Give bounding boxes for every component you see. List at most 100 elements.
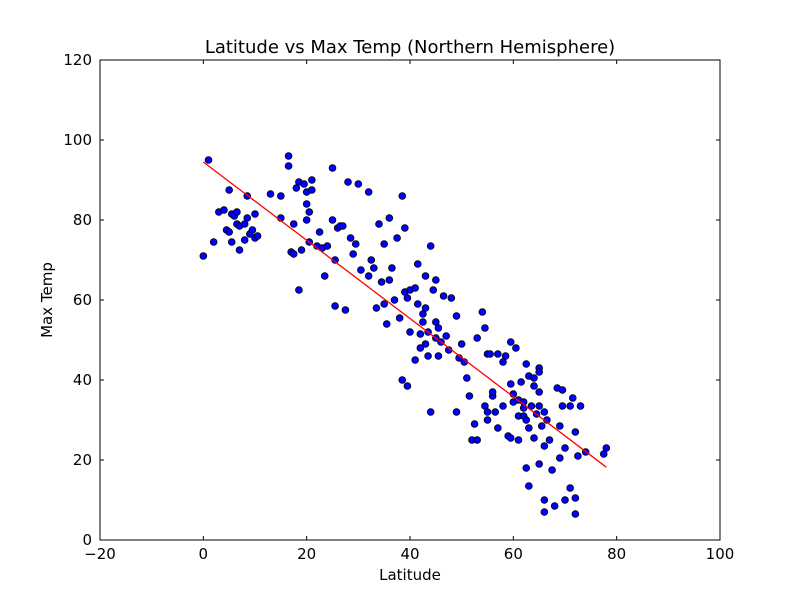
data-point xyxy=(398,192,407,200)
data-point xyxy=(494,350,502,358)
data-point xyxy=(253,232,262,240)
data-point xyxy=(395,314,404,322)
data-point xyxy=(522,360,531,368)
data-point xyxy=(429,286,438,294)
data-point xyxy=(506,380,515,388)
data-point xyxy=(556,454,564,462)
y-tick-label: 20 xyxy=(73,451,92,469)
data-point xyxy=(344,178,352,186)
x-tick-label: 0 xyxy=(199,545,209,563)
y-tick-label: 60 xyxy=(73,291,92,309)
data-point xyxy=(243,214,252,222)
data-point xyxy=(199,252,208,260)
data-point xyxy=(470,420,479,428)
data-point xyxy=(277,192,285,200)
data-point xyxy=(421,272,430,280)
data-point xyxy=(413,300,422,308)
data-point xyxy=(367,256,376,264)
x-tick-label: −20 xyxy=(84,545,116,563)
data-point xyxy=(517,378,525,386)
data-point xyxy=(457,340,466,348)
data-point xyxy=(403,294,412,302)
regression-line xyxy=(202,161,607,468)
x-tick-label: 20 xyxy=(297,545,316,563)
data-point xyxy=(434,352,443,360)
data-point xyxy=(550,502,559,510)
data-point xyxy=(419,318,427,326)
x-tick-label: 80 xyxy=(607,545,626,563)
data-point xyxy=(447,294,456,302)
data-point xyxy=(540,408,549,416)
data-point xyxy=(320,272,329,280)
data-point xyxy=(209,238,218,246)
data-point xyxy=(525,482,533,490)
data-point xyxy=(308,186,316,194)
data-point xyxy=(235,246,244,254)
data-point xyxy=(602,444,611,452)
data-point xyxy=(514,436,523,444)
data-point xyxy=(424,352,432,360)
data-point xyxy=(297,246,306,254)
data-point xyxy=(473,334,481,342)
x-tick-label: 40 xyxy=(400,545,419,563)
data-point xyxy=(349,250,357,258)
data-point xyxy=(494,424,502,432)
data-point xyxy=(204,156,213,164)
data-point xyxy=(284,152,293,160)
x-tick-label: 60 xyxy=(504,545,523,563)
data-point xyxy=(357,266,365,274)
data-point xyxy=(483,416,492,424)
data-point xyxy=(380,240,388,248)
data-point xyxy=(556,422,564,430)
data-point xyxy=(530,382,538,390)
data-point xyxy=(248,226,257,234)
data-point xyxy=(341,306,350,314)
data-point xyxy=(478,308,487,316)
data-point xyxy=(463,374,471,382)
data-point xyxy=(535,460,543,468)
data-point xyxy=(302,200,311,208)
data-point xyxy=(331,302,339,310)
data-point xyxy=(548,466,556,474)
data-point xyxy=(266,190,275,198)
data-point xyxy=(545,436,554,444)
data-point xyxy=(426,408,435,416)
data-point xyxy=(535,368,543,376)
data-point xyxy=(530,374,538,382)
data-point xyxy=(442,332,450,340)
data-point xyxy=(364,188,373,196)
y-tick-label: 0 xyxy=(82,531,92,549)
data-point xyxy=(506,338,515,346)
data-point xyxy=(393,234,401,242)
data-point xyxy=(339,222,347,230)
data-point xyxy=(558,386,567,394)
data-point xyxy=(385,276,394,284)
data-point xyxy=(506,434,515,442)
data-point xyxy=(251,210,259,218)
data-point xyxy=(233,208,241,216)
data-point xyxy=(375,220,383,228)
data-point xyxy=(473,436,481,444)
data-point xyxy=(568,394,577,402)
data-point xyxy=(432,276,440,284)
data-point xyxy=(426,242,435,250)
data-point xyxy=(527,402,536,410)
x-axis-label: Latitude xyxy=(379,566,441,584)
data-point xyxy=(354,180,363,188)
data-point xyxy=(540,508,549,516)
data-point xyxy=(385,214,394,222)
data-point xyxy=(328,164,337,172)
y-axis-label: Max Temp xyxy=(38,262,56,338)
data-point xyxy=(295,286,303,294)
data-point xyxy=(558,402,567,410)
data-point xyxy=(390,296,399,304)
data-point xyxy=(305,208,314,216)
data-point xyxy=(225,228,233,236)
data-point xyxy=(566,402,574,410)
y-tick-label: 80 xyxy=(73,211,92,229)
data-point xyxy=(416,344,425,352)
data-point xyxy=(439,292,448,300)
